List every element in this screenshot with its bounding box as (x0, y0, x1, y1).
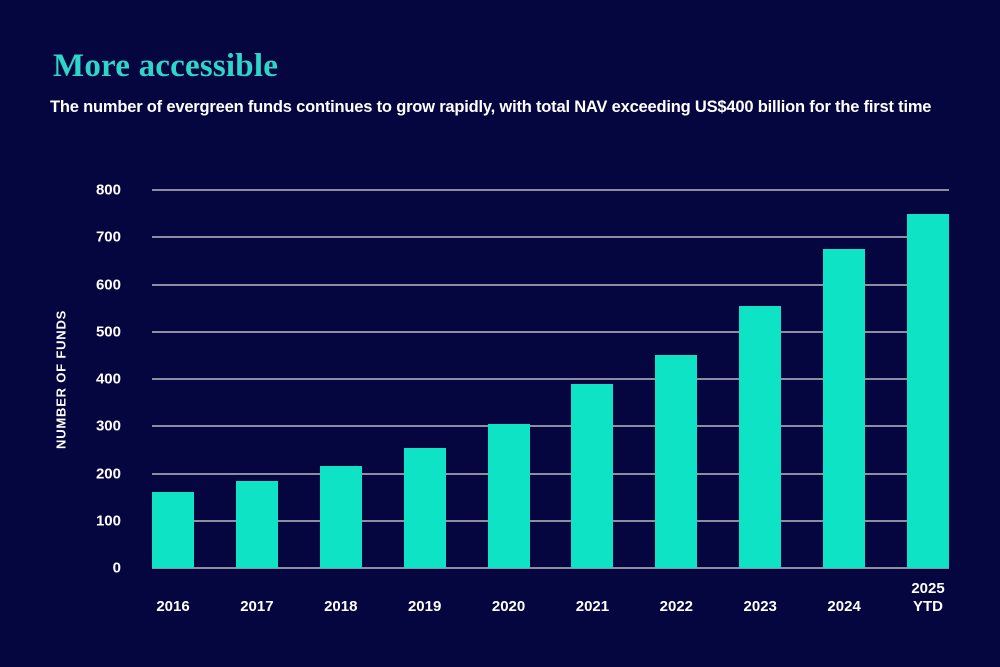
bar-2017 (235, 480, 278, 568)
x-tick-label-2019: 2019 (407, 598, 442, 615)
x-tick-label-2022: 2022 (659, 598, 694, 615)
y-tick-label-0: 0 (112, 559, 121, 577)
y-tick-label-800: 800 (95, 181, 121, 199)
x-tick-label-2025-ytd: 2025 YTD (911, 580, 945, 615)
y-tick-label-500: 500 (95, 323, 121, 341)
bar-2020 (487, 423, 530, 568)
gridline-500 (152, 330, 949, 333)
bar-2018 (319, 466, 362, 568)
bar-2024 (823, 249, 866, 568)
gridline-400 (152, 378, 949, 380)
x-tick-label-2020: 2020 (491, 598, 526, 615)
gridline-800 (152, 189, 949, 191)
x-tick-label-2024: 2024 (827, 598, 861, 615)
plot-area (152, 189, 949, 569)
y-tick-label-300: 300 (95, 417, 121, 435)
y-axis-tick-labels: 0 100 200 300 400 500 600 700 800 (0, 182, 121, 577)
bar-2016 (152, 492, 194, 568)
chart-title: More accessible (53, 48, 279, 84)
y-tick-label-200: 200 (95, 465, 121, 482)
gridline-100 (152, 519, 949, 522)
x-tick-label-2021: 2021 (575, 598, 610, 615)
gridline-700 (152, 236, 949, 239)
bar-2021 (571, 383, 614, 568)
gridline-600 (152, 283, 949, 286)
chart-subtitle: The number of evergreen funds continues … (50, 98, 932, 116)
gridline-300 (152, 425, 949, 428)
bar-2025-ytd (907, 213, 949, 568)
gridline-0 (152, 567, 949, 569)
y-tick-label-100: 100 (95, 512, 121, 530)
x-tick-label-2017: 2017 (240, 598, 274, 615)
bar-2023 (739, 305, 782, 568)
x-tick-label-2023: 2023 (743, 598, 777, 615)
x-tick-label-2016: 2016 (156, 598, 190, 615)
x-axis-tick-labels: 2016 2017 2018 2019 2020 2021 2022 2023 2024 2025… (152, 580, 949, 616)
bar-2022 (655, 355, 698, 568)
y-tick-label-600: 600 (95, 276, 121, 293)
gridline-200 (152, 472, 949, 475)
y-tick-label-700: 700 (95, 228, 121, 246)
y-tick-label-400: 400 (95, 370, 121, 388)
bar-2019 (403, 447, 446, 568)
x-tick-label-2018: 2018 (324, 598, 358, 615)
